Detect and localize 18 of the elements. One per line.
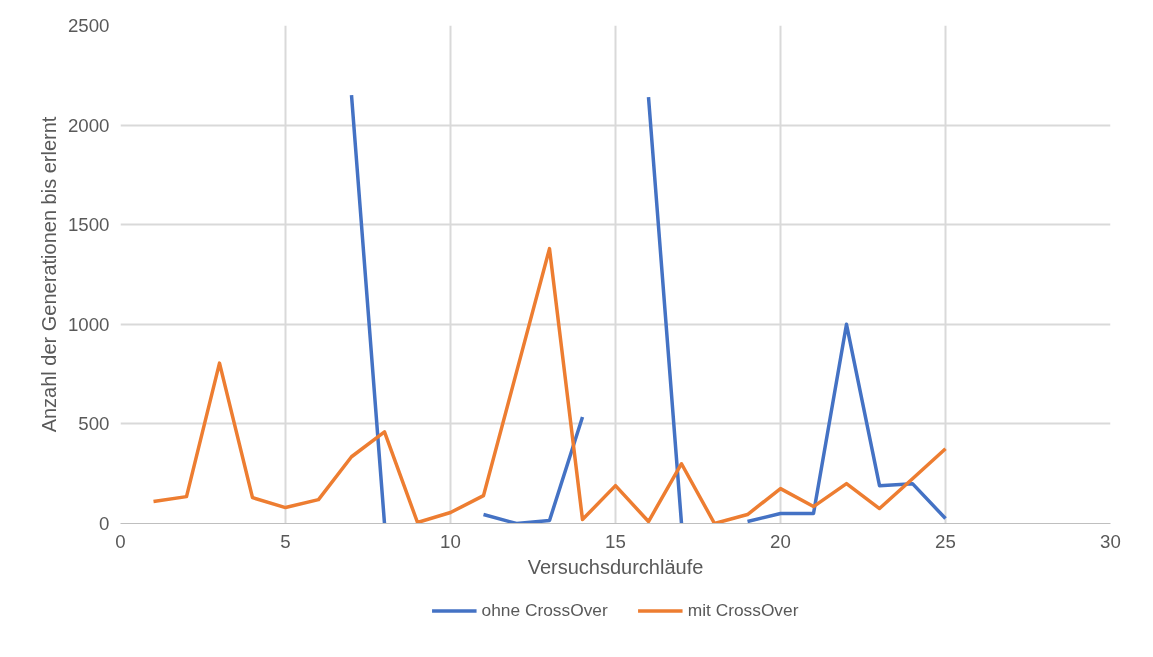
line-series [151, 246, 948, 524]
y-tick-label: 500 [78, 413, 110, 435]
legend-label: mit CrossOver [687, 599, 799, 621]
x-tick-label: 10 [440, 530, 461, 552]
y-tick-label: 0 [99, 513, 110, 534]
y-tick-label: 1500 [68, 214, 110, 236]
x-tick-label: 30 [1100, 530, 1121, 552]
y-tick-label: 2000 [68, 114, 110, 136]
y-tick-label: 1000 [68, 313, 110, 335]
x-tick-label: 25 [935, 530, 956, 552]
y-tick-label: 2500 [68, 15, 110, 36]
x-tick-label: 0 [115, 530, 126, 552]
x-axis-title: Versuchsdurchläufe [527, 555, 704, 578]
x-tick-label: 15 [605, 530, 626, 552]
y-axis-title: Anzahl der Generationen bis erlernt [38, 116, 60, 433]
x-tick-label: 20 [770, 530, 791, 552]
x-tick-label: 5 [280, 530, 291, 552]
legend-label: ohne CrossOver [481, 599, 608, 621]
